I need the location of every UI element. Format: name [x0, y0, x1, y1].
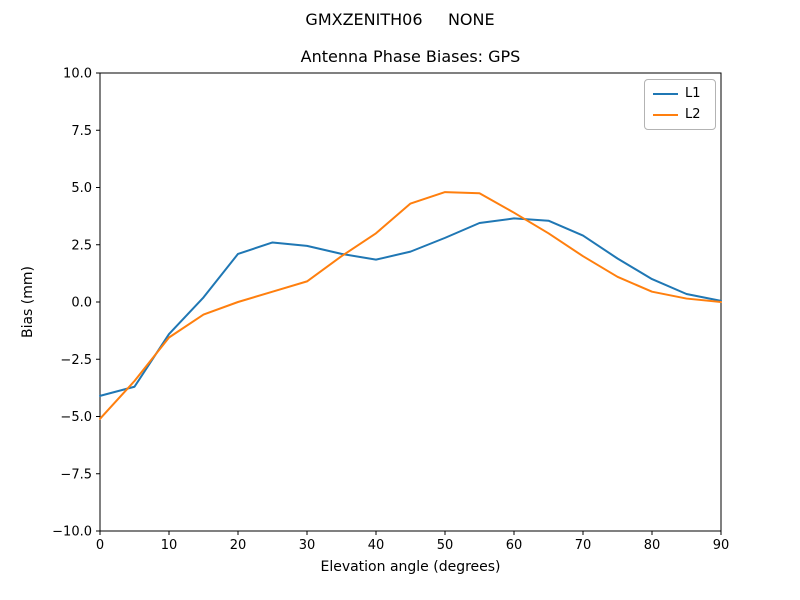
y-axis-label: Bias (mm): [20, 265, 36, 339]
x-tick-label: 20: [230, 538, 247, 553]
x-tick-label: 50: [437, 538, 454, 553]
y-tick-label: 0.0: [71, 296, 92, 311]
l1-line-swatch: [653, 93, 678, 95]
legend: L1 L2: [644, 79, 716, 130]
y-tick-label: −2.5: [60, 353, 92, 368]
chart-title: Antenna Phase Biases: GPS: [300, 47, 521, 66]
x-tick-label: 90: [713, 538, 730, 553]
legend-label-l2: L2: [685, 107, 701, 122]
x-axis-label: Elevation angle (degrees): [320, 559, 501, 575]
y-tick-label: 7.5: [71, 124, 92, 139]
y-tick-label: 5.0: [71, 181, 92, 196]
series-line-l2: [99, 191, 722, 420]
y-tick-label: −7.5: [60, 467, 92, 482]
figure-suptitle: GMXZENITH06 NONE: [305, 10, 495, 29]
x-tick-label: 40: [368, 538, 385, 553]
x-tick-label: 30: [299, 538, 316, 553]
legend-item-l1: L1: [653, 86, 707, 102]
y-tick-label: 2.5: [71, 238, 92, 253]
x-tick-label: 0: [96, 538, 104, 553]
x-tick-label: 60: [506, 538, 523, 553]
y-tick-label: −10.0: [52, 525, 92, 540]
legend-label-l1: L1: [685, 86, 701, 101]
l2-line-swatch: [653, 114, 678, 116]
axes-frame: [99, 72, 722, 532]
y-tick-label: −5.0: [60, 410, 92, 425]
x-tick-label: 70: [575, 538, 592, 553]
y-tick-label: 10.0: [63, 67, 92, 82]
legend-item-l2: L2: [653, 107, 707, 123]
x-tick-label: 10: [161, 538, 178, 553]
x-tick-label: 80: [644, 538, 661, 553]
series-line-l1: [99, 217, 722, 397]
